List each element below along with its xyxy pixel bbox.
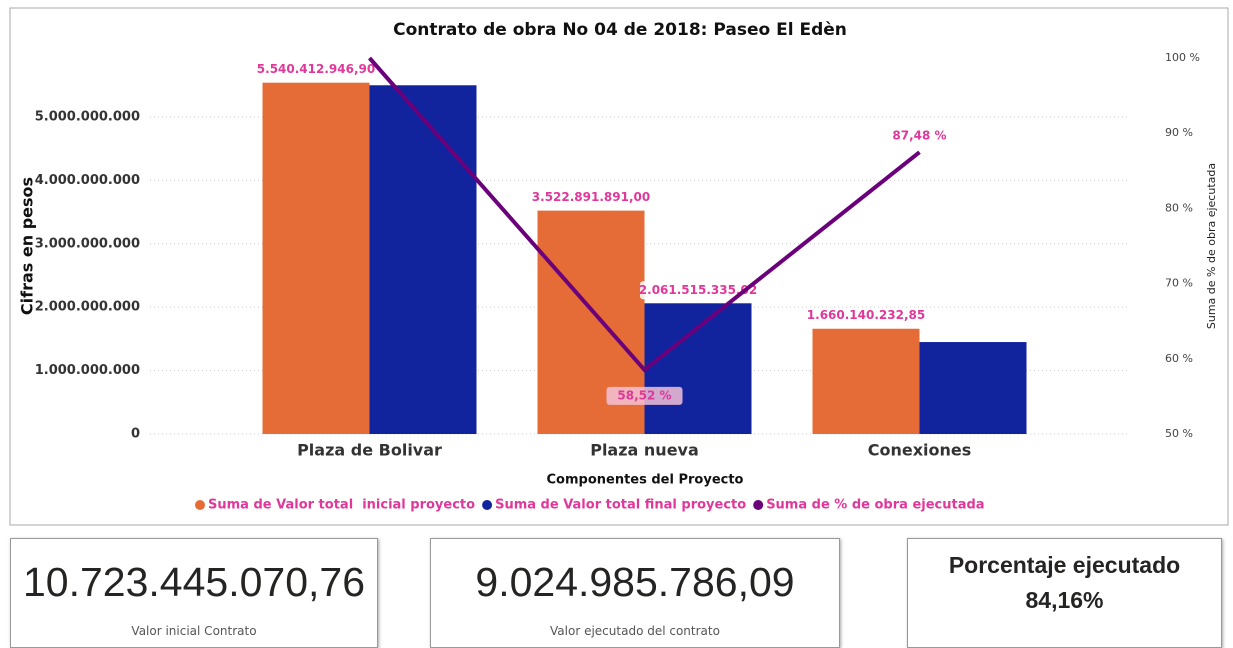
x-tick-label: Plaza de Bolivar [297,441,442,460]
kpi-card: 9.024.985.786,09 Valor ejecutado del con… [430,538,840,648]
x-axis-title: Componentes del Proyecto [547,473,744,488]
y2-tick-label: 90 % [1165,126,1193,139]
kpi-card: 10.723.445.070,76 Valor inicial Contrato [10,538,378,648]
data-label: 3.522.891.891,00 [532,190,650,204]
y2-tick-label: 70 % [1165,277,1193,290]
y2-tick-label: 60 % [1165,352,1193,365]
y-tick-label: 1.000.000.000 [35,363,140,378]
data-label: 87,48 % [892,129,946,143]
x-tick-label: Conexiones [868,441,972,460]
bar [369,85,477,434]
y-tick-label: 3.000.000.000 [35,236,140,251]
y-tick-label: 5.000.000.000 [35,109,140,124]
kpi-value: 9.024.985.786,09 [475,559,795,605]
data-label: 1.660.140.232,85 [807,308,925,322]
y-axis-title: Cifras en pesos [18,177,37,315]
data-label-bg [606,386,683,405]
kpi-title: Porcentaje ejecutado [948,552,1181,578]
y2-tick-label: 50 % [1165,427,1193,440]
bar [919,342,1027,434]
y-tick-label: 2.000.000.000 [35,300,140,315]
kpi-value: 84,16% [1025,587,1104,613]
line [367,56,921,373]
legend-marker [482,500,493,510]
bar [262,82,370,434]
y2-tick-label: 100 % [1165,51,1200,64]
kpi-card: Porcentaje ejecutado 84,16% [907,538,1222,648]
legend-marker [195,500,205,510]
data-label: 5.540.412.946,90 [257,62,375,76]
data-label: 2.061.515.335,02 [639,283,757,297]
data-label-bg [640,281,756,300]
y2-axis-title: Suma de % de obra ejecutada [1205,163,1218,329]
bar [812,328,920,434]
kpi-label: Valor inicial Contrato [131,624,257,638]
legend-label: Suma de Valor total inicial proyecto [208,498,475,513]
x-tick-label: Plaza nueva [590,441,699,460]
kpi-value: 10.723.445.070,76 [23,559,365,605]
y-tick-label: 4.000.000.000 [35,173,140,188]
legend-label: Suma de % de obra ejecutada [766,498,984,513]
data-label: 58,52 % [617,388,671,402]
chart: Contrato de obra No 04 de 2018: Paseo El… [9,7,1229,526]
y2-tick-label: 80 % [1165,201,1193,214]
chart-title: Contrato de obra No 04 de 2018: Paseo El… [393,20,847,40]
bar [644,303,752,434]
legend-label: Suma de Valor total final proyecto [495,498,746,513]
legend-marker [753,500,764,510]
y-tick-label: 0 [131,427,140,442]
kpi-label: Valor ejecutado del contrato [550,624,720,638]
